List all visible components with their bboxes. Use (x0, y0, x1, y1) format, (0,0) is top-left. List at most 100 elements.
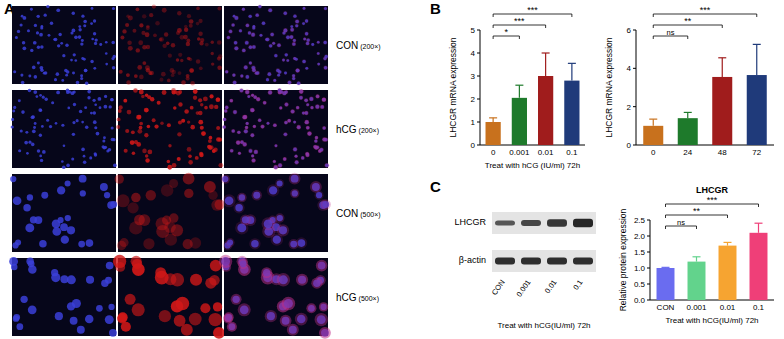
stain (117, 194, 130, 207)
nucleus (79, 110, 82, 113)
stain (245, 23, 249, 27)
stain (173, 106, 177, 110)
blot-band (495, 221, 515, 226)
stain (209, 94, 213, 98)
stain (136, 7, 140, 11)
error-stem (519, 85, 520, 98)
stain (294, 57, 298, 61)
stain (259, 33, 263, 37)
stain (159, 37, 164, 42)
error-cap (649, 119, 657, 120)
stain (171, 73, 175, 77)
stain (197, 37, 200, 40)
stain (323, 40, 328, 45)
western-blot: LHCGRβ-actinCON0.0010.010.1Treat with hC… (454, 212, 596, 330)
stain (273, 165, 278, 170)
nucleus (237, 131, 240, 134)
error-cap (568, 63, 576, 64)
stain (277, 273, 291, 287)
nucleus (55, 122, 58, 125)
nucleus (274, 165, 278, 169)
y-tick (647, 220, 650, 221)
nucleus (71, 158, 74, 161)
stain (218, 163, 223, 168)
nucleus (84, 106, 87, 109)
stain (245, 90, 250, 95)
nucleus (324, 138, 327, 141)
stain (134, 74, 138, 78)
stain (152, 4, 156, 8)
stain (119, 105, 123, 109)
nucleus (26, 152, 29, 155)
stain (118, 109, 122, 113)
nucleus (251, 155, 254, 158)
stain (123, 99, 127, 103)
nucleus (50, 21, 53, 24)
micrograph (224, 4, 328, 85)
stain (306, 103, 309, 106)
significance-label: ** (693, 206, 701, 216)
row-magnification: (200×) (360, 43, 380, 51)
nucleus (235, 16, 239, 20)
stain (293, 147, 298, 152)
stain (226, 35, 230, 39)
nucleus (304, 99, 307, 102)
nucleus (268, 8, 272, 12)
nucleus (44, 13, 47, 16)
nucleus (297, 82, 301, 86)
nucleus (251, 33, 255, 37)
micrograph-bg (224, 6, 328, 84)
nucleus (101, 279, 108, 286)
nucleus (96, 305, 103, 312)
stain (184, 189, 193, 198)
error-bar (755, 223, 763, 233)
nucleus (20, 129, 23, 132)
stain (132, 29, 136, 33)
nucleus (100, 183, 108, 191)
nucleus (27, 194, 33, 200)
nucleus (55, 312, 63, 320)
nucleus (94, 126, 97, 129)
significance-label: * (504, 27, 508, 37)
y-tick-label: 1.5 (634, 248, 646, 257)
stain (225, 70, 229, 74)
stain (255, 13, 259, 17)
stain (171, 273, 185, 287)
marks (657, 223, 768, 300)
stain (208, 139, 212, 143)
micrograph (113, 255, 225, 339)
stain (178, 90, 182, 94)
stain (258, 118, 262, 122)
bar (678, 118, 698, 145)
stain (125, 129, 129, 133)
x-tick-label: 0 (491, 148, 496, 157)
stain (196, 59, 200, 63)
stain (167, 160, 170, 163)
blot-band (521, 220, 541, 226)
nucleus (252, 68, 255, 71)
nucleus (67, 275, 76, 284)
nucleus (249, 149, 252, 152)
nucleus (254, 150, 258, 154)
nucleus (34, 24, 37, 27)
error-bar (542, 53, 550, 76)
nucleus (34, 75, 38, 79)
stain (141, 31, 145, 35)
stain (233, 110, 238, 115)
stain (181, 119, 185, 123)
y-axis (650, 220, 651, 300)
significance-bracket: ** (666, 206, 728, 218)
nucleus (106, 262, 114, 270)
error-bar (649, 119, 657, 126)
nucleus (265, 38, 268, 41)
error-cap (753, 44, 761, 45)
y-tick-label: 0 (471, 141, 476, 150)
stain (274, 54, 278, 58)
nucleus (11, 118, 14, 121)
stain (142, 14, 146, 18)
nucleus (290, 28, 293, 31)
nucleus (302, 22, 305, 25)
nucleus (74, 59, 77, 62)
stain (274, 144, 277, 147)
stain (216, 126, 220, 130)
